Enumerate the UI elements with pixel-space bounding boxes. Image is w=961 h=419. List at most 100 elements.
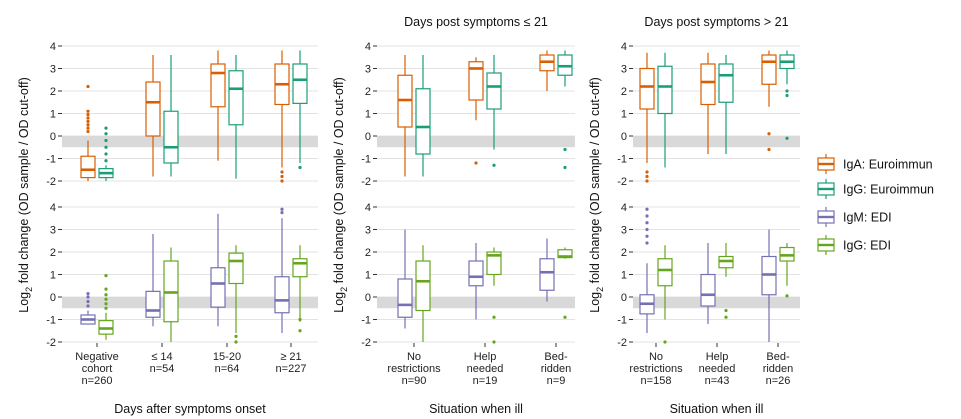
y-tick-label: 1: [365, 270, 371, 282]
outlier-point: [234, 340, 238, 344]
category-label: n=158: [641, 375, 672, 387]
outlier-point: [645, 241, 649, 245]
y-axis-title-sub: 2: [339, 287, 349, 292]
outlier-point: [663, 340, 667, 344]
box-igM-edi: [639, 207, 655, 333]
outlier-point: [474, 161, 478, 165]
outlier-point: [86, 116, 90, 120]
outlier-point: [645, 179, 649, 183]
y-tick-label: 4: [621, 202, 627, 214]
outlier-point: [104, 138, 108, 143]
y-tick-label: -2: [361, 337, 371, 349]
y-axis-title: Log2 fold change (OD sample / OD cut-off…: [332, 77, 349, 312]
panel-title: Days post symptoms ≤ 21: [404, 15, 548, 29]
y-tick-label: 2: [50, 86, 56, 98]
y-axis-title: Log2 fold change (OD sample / OD cut-off…: [588, 77, 605, 312]
panel-title: Days post symptoms > 21: [644, 15, 788, 29]
y-tick-label: -1: [361, 315, 371, 327]
box-igA-euroimmun: [700, 52, 716, 154]
box-igG-edi: [292, 245, 308, 333]
outlier-point: [767, 132, 771, 136]
box-iqr: [657, 258, 673, 287]
outlier-point: [563, 315, 567, 319]
y-tick-label: -1: [46, 315, 56, 327]
box-iqr: [228, 252, 244, 285]
box-igG-euroimmun: [779, 50, 795, 140]
box-igG-edi: [657, 245, 673, 344]
box-igA-euroimmun: [145, 55, 161, 177]
outlier-point: [280, 211, 284, 215]
category-label: n=43: [705, 375, 730, 387]
box-iqr: [145, 290, 161, 318]
category-label: ridden: [763, 363, 794, 375]
box-iqr: [274, 276, 290, 314]
category-label: Help: [474, 351, 497, 363]
box-iqr: [415, 88, 431, 155]
outlier-point: [86, 113, 90, 117]
y-axis-title-suffix: fold change (OD sample / OD cut-off): [17, 77, 31, 287]
outlier-point: [724, 308, 728, 313]
outlier-point: [492, 315, 496, 319]
box-iqr: [397, 278, 413, 318]
y-tick-label: -1: [617, 315, 627, 327]
category-label: cohort: [82, 363, 113, 375]
y-tick-label: 3: [50, 64, 56, 76]
category-label: Help: [706, 351, 729, 363]
y-tick-label: 1: [50, 270, 56, 282]
outlier-point: [492, 163, 496, 167]
y-axis-title-suffix: fold change (OD sample / OD cut-off): [588, 77, 602, 287]
box-igM-edi: [397, 229, 413, 329]
box-iqr: [210, 267, 226, 308]
legend-label: IgG: Euroimmun: [843, 183, 934, 197]
outlier-point: [492, 340, 496, 344]
legend-entry: IgG: EDI: [817, 235, 891, 255]
y-tick-label: 2: [50, 247, 56, 259]
legend-label: IgA: Euroimmun: [843, 158, 933, 172]
outlier-point: [785, 89, 789, 93]
legend-entry: IgA: Euroimmun: [817, 154, 933, 174]
y-tick-label: 1: [50, 109, 56, 121]
y-tick-label: 2: [365, 86, 371, 98]
y-axis-title-sub: 2: [24, 287, 34, 292]
box-igM-edi: [700, 243, 716, 324]
box-iqr: [700, 63, 716, 106]
y-tick-label: -1: [361, 154, 371, 166]
box-igM-edi: [80, 292, 96, 325]
box-igG-edi: [415, 245, 431, 342]
outlier-point: [280, 179, 284, 183]
y-tick-label: 0: [365, 292, 371, 304]
outlier-point: [645, 174, 649, 179]
box-igA-euroimmun: [539, 50, 555, 91]
box-igM-edi: [761, 229, 777, 342]
y-tick-label: -2: [46, 337, 56, 349]
outlier-point: [563, 147, 567, 152]
legend-label: IgM: EDI: [843, 211, 892, 225]
outlier-point: [86, 129, 90, 134]
box-igG-edi: [228, 245, 244, 344]
box-igG-edi: [163, 247, 179, 342]
y-tick-label: 4: [50, 202, 56, 214]
outlier-point: [86, 109, 90, 113]
outlier-point: [280, 170, 284, 174]
x-axis-title: Situation when ill: [670, 402, 764, 416]
category-label: Negative: [75, 351, 118, 363]
box-igA-euroimmun: [761, 50, 777, 152]
y-tick-label: 2: [621, 86, 627, 98]
y-tick-label: 0: [365, 131, 371, 143]
outlier-point: [280, 174, 284, 179]
category-label: n=260: [82, 375, 113, 387]
outlier-point: [563, 165, 567, 170]
outlier-point: [645, 207, 649, 211]
outlier-point: [86, 126, 90, 130]
y-tick-label: 1: [621, 270, 627, 282]
y-tick-label: 3: [365, 64, 371, 76]
legend-entry: IgM: EDI: [817, 207, 892, 227]
y-tick-label: 3: [50, 225, 56, 237]
outlier-point: [104, 159, 108, 163]
box-igM-edi: [145, 234, 161, 327]
y-tick-label: 0: [621, 292, 627, 304]
outlier-point: [298, 329, 302, 333]
outlier-point: [104, 287, 108, 291]
box-igA-euroimmun: [210, 50, 226, 161]
box-igA-euroimmun: [639, 52, 655, 183]
